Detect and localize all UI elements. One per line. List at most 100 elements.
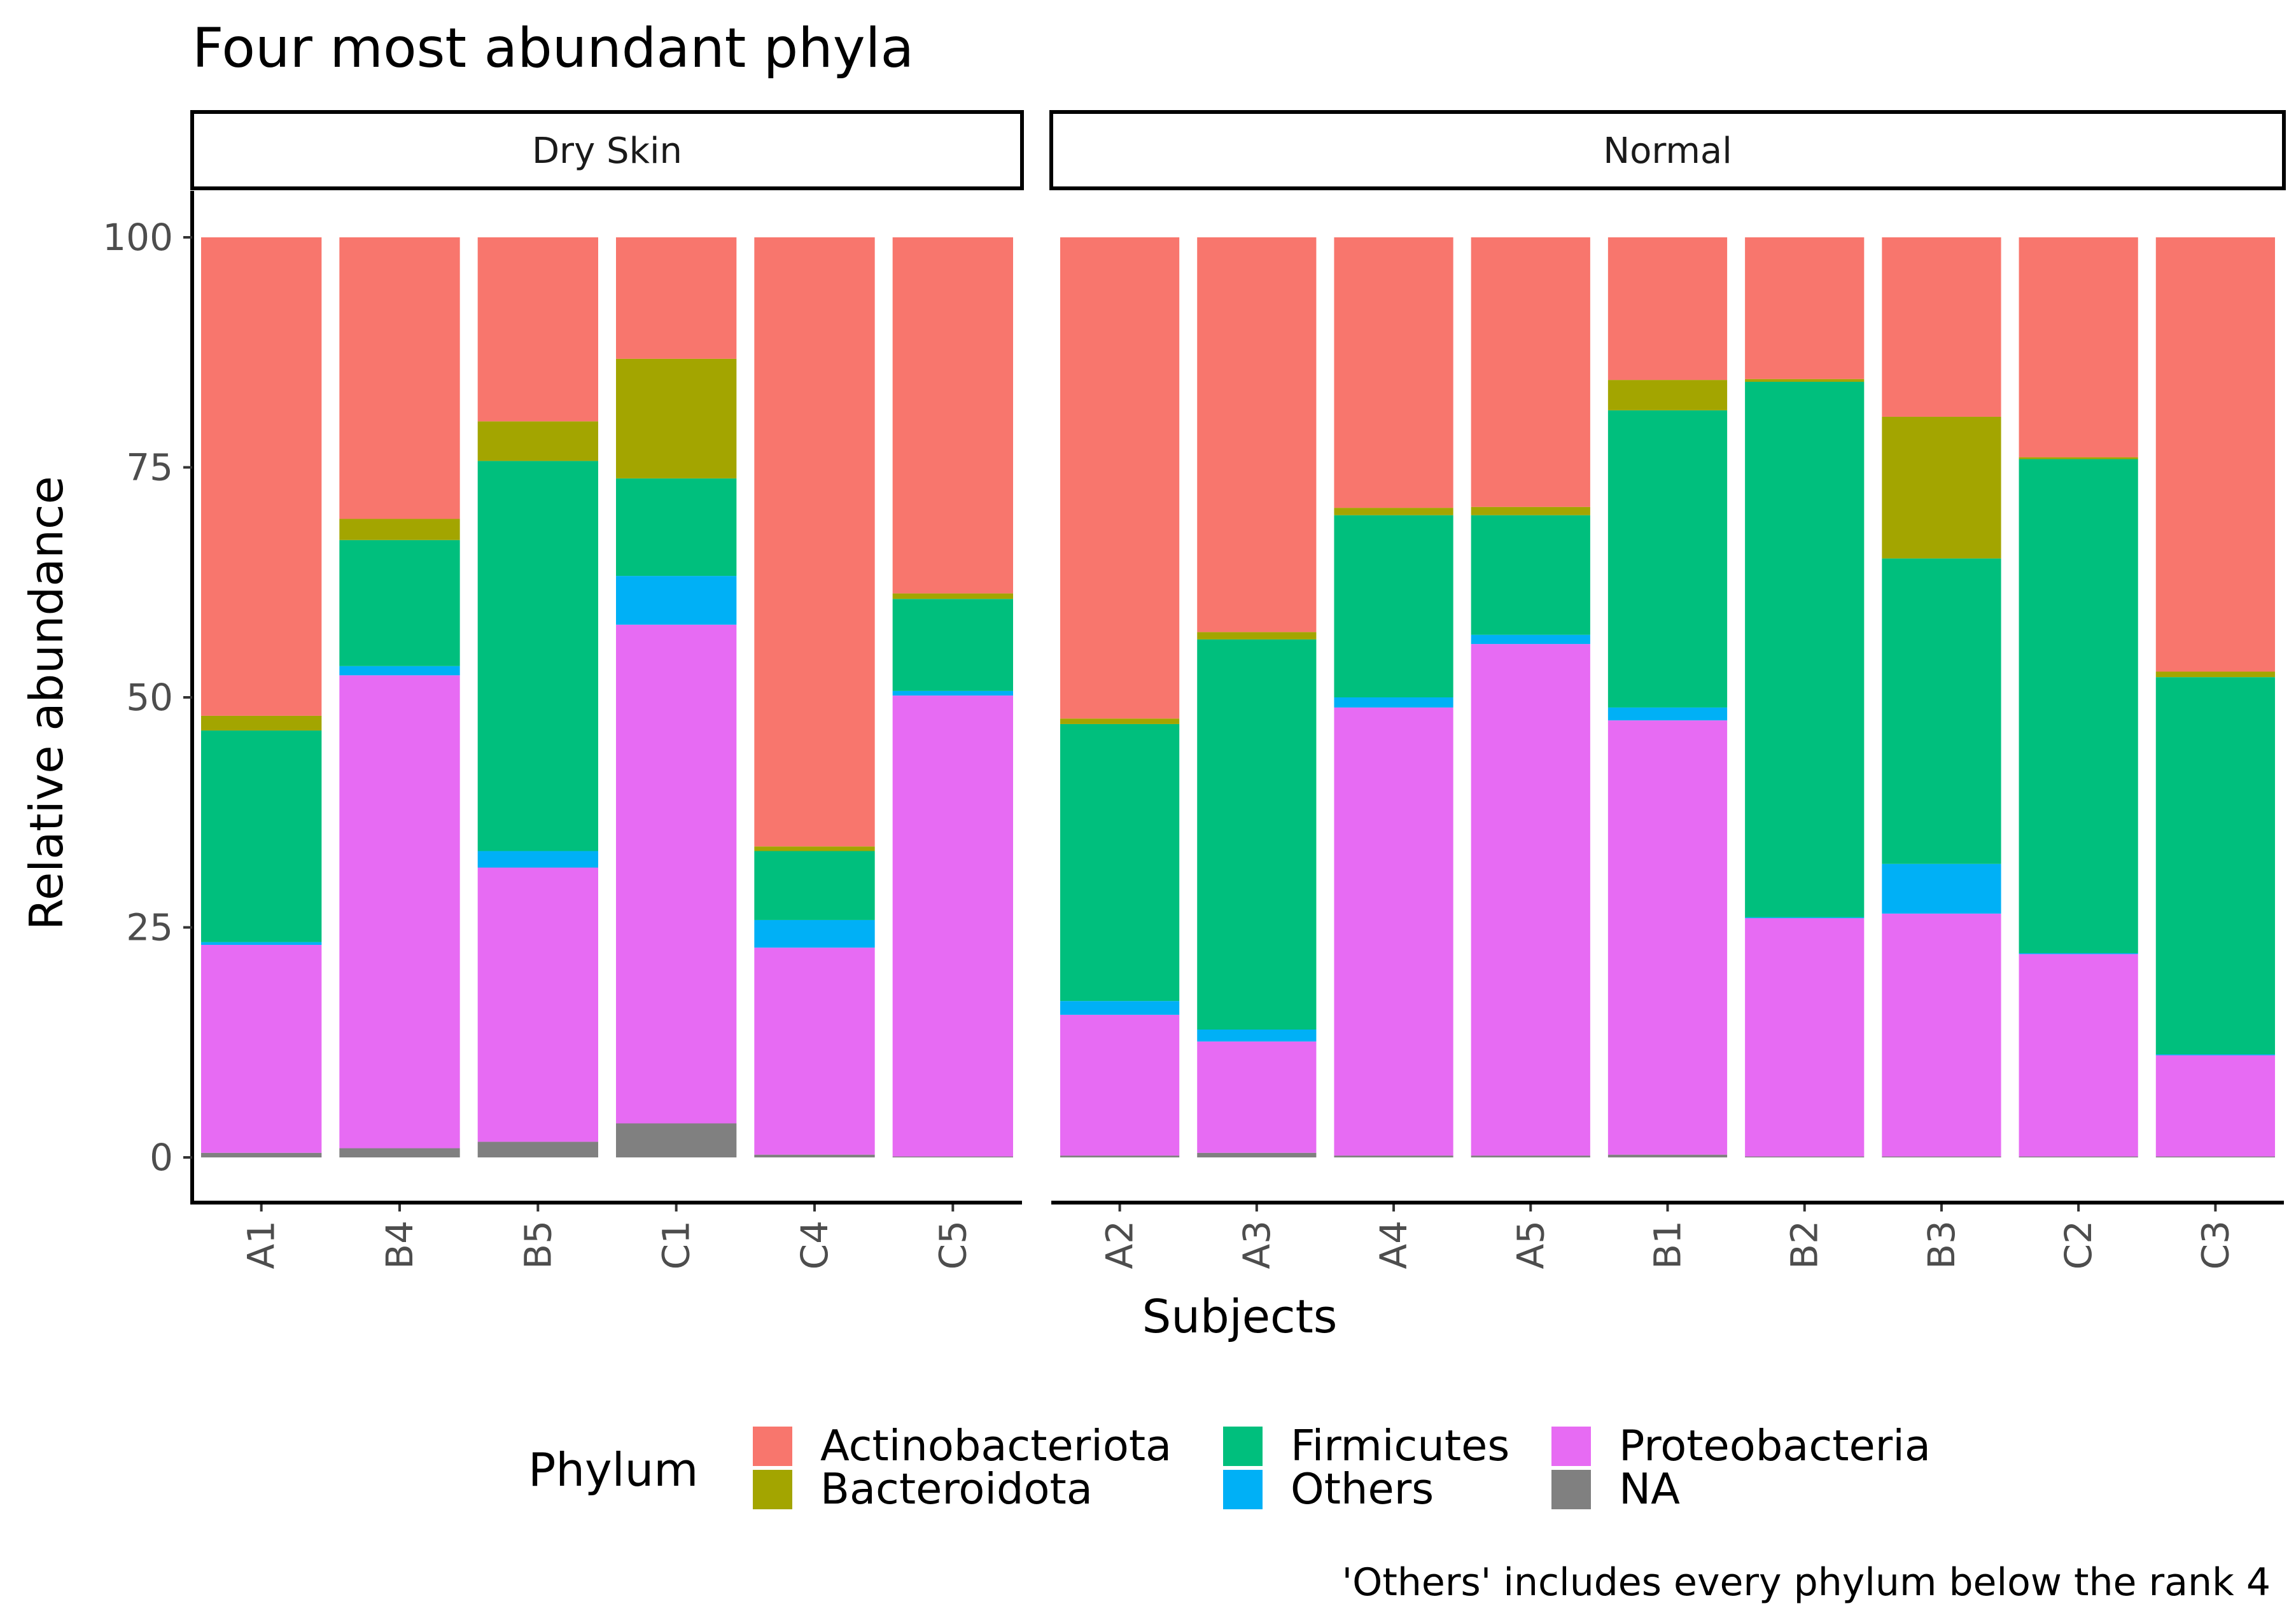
x-tick-label-a5: A5 (1509, 1220, 1552, 1269)
bar-segment-b1-actinobacteriota (1607, 237, 1728, 381)
x-tick-label-c2: C2 (2057, 1220, 2100, 1269)
legend-title: Phylum (528, 1443, 698, 1497)
bar-segment-b5-others (477, 851, 598, 868)
x-tick-label-a1: A1 (240, 1220, 283, 1269)
y-tick-label-75: 75 (126, 446, 173, 489)
bar-segment-a2-proteobacteria (1060, 1014, 1180, 1156)
x-tick-label-b3: B3 (1920, 1220, 1963, 1269)
bar-segment-a1-others (201, 942, 322, 945)
legend-label-firmicutes: Firmicutes (1291, 1421, 1509, 1470)
bar-segment-c2-others (2019, 953, 2138, 954)
y-tick-label-100: 100 (102, 216, 173, 259)
bar-segment-b3-proteobacteria (1882, 913, 2001, 1157)
y-tick-label-50: 50 (126, 676, 173, 719)
bar-segment-c4-proteobacteria (754, 947, 875, 1155)
legend-key-actinobacteriota (753, 1427, 792, 1466)
bar-segment-b3-others (1882, 863, 2001, 914)
facet-strip-label: Dry Skin (532, 130, 682, 172)
bar-segment-b5-proteobacteria (477, 867, 598, 1142)
facet-panel-normal: Normal A2 A3 A4 A5 B1 B2 B3 C2 C3 (1049, 110, 2286, 1269)
bar-segment-c1-proteobacteria (616, 624, 737, 1124)
bar-segment-b2-proteobacteria (1745, 918, 1865, 1157)
bar-segment-c1-bacteroidota (616, 358, 737, 478)
bar-segment-a5-bacteroidota (1471, 506, 1590, 515)
bar-segment-b4-actinobacteriota (339, 237, 460, 519)
bar-segment-a2-actinobacteriota (1060, 237, 1180, 719)
legend-label-bacteroidota: Bacteroidota (820, 1464, 1093, 1514)
bar-segment-b4-na (339, 1148, 460, 1157)
bar-segment-a2-na (1060, 1156, 1180, 1157)
bar-segment-c4-others (754, 919, 875, 948)
bar-segment-a3-firmicutes (1197, 639, 1317, 1030)
bar-segment-b1-others (1607, 707, 1728, 721)
bar-segment-a1-actinobacteriota (201, 237, 322, 716)
bar-segment-c1-actinobacteriota (616, 237, 737, 359)
x-tick-label-a4: A4 (1372, 1220, 1415, 1269)
bar-segment-a5-others (1471, 634, 1590, 645)
bar-segment-c5-actinobacteriota (892, 237, 1013, 594)
bar-segment-a4-na (1334, 1156, 1453, 1157)
bar-segment-c3-firmicutes (2155, 677, 2275, 1055)
bar-segment-b5-firmicutes (477, 461, 598, 851)
bar-segment-c2-bacteroidota (2019, 457, 2138, 459)
x-tick-label-c4: C4 (793, 1220, 836, 1269)
bar-segment-a3-na (1197, 1152, 1317, 1157)
bar-segment-b1-proteobacteria (1607, 720, 1728, 1155)
bar-segment-a5-proteobacteria (1471, 644, 1590, 1156)
facet-panel-dry-skin: Dry Skin A1 B4 B5 C1 C4 C5 (190, 110, 1024, 1269)
bar-segment-c5-others (892, 690, 1013, 696)
bar-segment-a1-proteobacteria (201, 944, 322, 1153)
bar-segment-c3-bacteroidota (2155, 671, 2275, 678)
bar-segment-a4-bacteroidota (1334, 508, 1453, 515)
bar-segment-b1-bacteroidota (1607, 380, 1728, 410)
bar-segment-a5-na (1471, 1156, 1590, 1157)
bar-segment-a2-firmicutes (1060, 723, 1180, 1002)
bar-segment-c5-bacteroidota (892, 593, 1013, 599)
bar-segment-c4-actinobacteriota (754, 237, 875, 847)
facet-strip-normal (1049, 110, 2286, 190)
bar-segment-c4-firmicutes (754, 851, 875, 920)
y-tick-label-25: 25 (126, 906, 173, 949)
legend-label-others: Others (1291, 1464, 1434, 1514)
bar-segment-b4-bacteroidota (339, 519, 460, 540)
bar-segment-a5-actinobacteriota (1471, 237, 1590, 507)
bar-segment-b4-proteobacteria (339, 675, 460, 1149)
bar-segment-b1-na (1607, 1154, 1728, 1157)
bar-segment-a4-others (1334, 697, 1453, 708)
bar-segment-c4-na (754, 1154, 875, 1157)
x-tick-label-b4: B4 (378, 1220, 421, 1269)
x-tick-label-a2: A2 (1098, 1220, 1142, 1269)
bar-segment-c2-actinobacteriota (2019, 237, 2138, 457)
bar-segment-c2-firmicutes (2019, 459, 2138, 953)
x-tick-label-a3: A3 (1235, 1220, 1278, 1269)
bar-segment-b5-na (477, 1142, 598, 1157)
bar-segment-b1-firmicutes (1607, 410, 1728, 708)
bar-segment-c5-proteobacteria (892, 695, 1013, 1157)
bar-segment-c3-actinobacteriota (2155, 237, 2275, 672)
bar-segment-a3-bacteroidota (1197, 632, 1317, 639)
bar-segment-b5-actinobacteriota (477, 237, 598, 422)
legend-key-proteobacteria (1551, 1427, 1591, 1466)
bar-segment-b2-actinobacteriota (1745, 237, 1865, 379)
legend-key-others (1223, 1470, 1263, 1509)
bar-segment-a1-firmicutes (201, 730, 322, 942)
bar-segment-a4-actinobacteriota (1334, 237, 1453, 508)
legend-label-na: NA (1619, 1464, 1680, 1514)
facet-strip-dry-skin (190, 110, 1024, 190)
bar-segment-a5-firmicutes (1471, 515, 1590, 635)
bar-segment-b2-firmicutes (1745, 382, 1865, 918)
legend-key-firmicutes (1223, 1427, 1263, 1466)
bar-segment-b4-firmicutes (339, 540, 460, 666)
x-tick-label-c5: C5 (931, 1220, 974, 1269)
bar-segment-b4-others (339, 666, 460, 676)
legend-key-na (1551, 1470, 1591, 1509)
bar-segment-b3-bacteroidota (1882, 416, 2001, 559)
bar-segment-b2-bacteroidota (1745, 379, 1865, 382)
bar-segment-c1-firmicutes (616, 478, 737, 576)
x-tick-label-c3: C3 (2194, 1220, 2237, 1269)
bar-segment-a4-firmicutes (1334, 515, 1453, 697)
bar-segment-a4-proteobacteria (1334, 707, 1453, 1156)
facet-strip-label: Normal (1603, 130, 1732, 172)
